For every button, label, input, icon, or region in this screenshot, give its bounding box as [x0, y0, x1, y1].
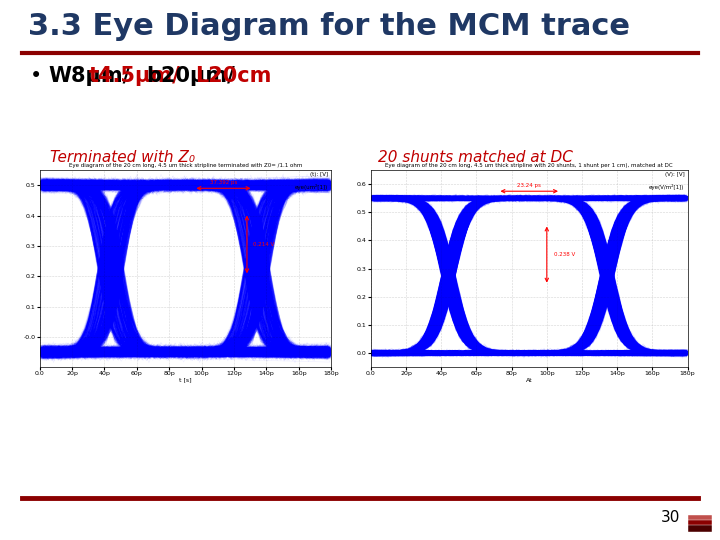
Text: 37.392 ps: 37.392 ps	[210, 180, 237, 185]
Text: eye opening  =  0.238 V: eye opening = 0.238 V	[390, 327, 575, 342]
Text: 0.238 V: 0.238 V	[554, 252, 575, 257]
Text: 23.24 ps: 23.24 ps	[517, 184, 541, 188]
Text: 0.214 V: 0.214 V	[253, 242, 275, 247]
Text: Jitter  =  23.24 ps: Jitter = 23.24 ps	[390, 308, 525, 323]
Text: eye(V/m²[1]): eye(V/m²[1])	[649, 184, 685, 190]
Text: eye(um²[1]): eye(um²[1])	[295, 184, 328, 190]
Title: Eye diagram of the 20 cm long, 4.5 um thick stripline with 20 shunts, 1 shunt pe: Eye diagram of the 20 cm long, 4.5 um th…	[385, 163, 673, 168]
Text: Eye opening  =  0.21418: Eye opening = 0.21418	[75, 327, 265, 342]
Bar	[688, 520, 712, 527]
Text: •: •	[30, 66, 42, 86]
Text: b20μm/: b20μm/	[146, 66, 235, 86]
Text: L20cm: L20cm	[196, 66, 272, 86]
Text: 3.3 Eye Diagram for the MCM trace: 3.3 Eye Diagram for the MCM trace	[28, 12, 630, 41]
Text: t4.5μm/: t4.5μm/	[89, 66, 181, 86]
X-axis label: At: At	[526, 378, 533, 383]
Bar	[688, 525, 712, 532]
X-axis label: t [s]: t [s]	[179, 378, 192, 383]
Text: (t): [V]: (t): [V]	[310, 172, 328, 177]
Text: Jitter  =  38.834 ps: Jitter = 38.834 ps	[75, 308, 220, 323]
Text: 20 shunts matched at DC: 20 shunts matched at DC	[378, 150, 573, 165]
Text: W8μm/: W8μm/	[48, 66, 130, 86]
Title: Eye diagram of the 20 cm long, 4.5 um thick stripline terminated with Z0= /1.1 o: Eye diagram of the 20 cm long, 4.5 um th…	[68, 163, 302, 168]
Bar	[688, 515, 712, 522]
Text: Terminated with Z₀: Terminated with Z₀	[50, 150, 195, 165]
Text: (V): [V]: (V): [V]	[665, 172, 685, 177]
Text: 30: 30	[660, 510, 680, 525]
